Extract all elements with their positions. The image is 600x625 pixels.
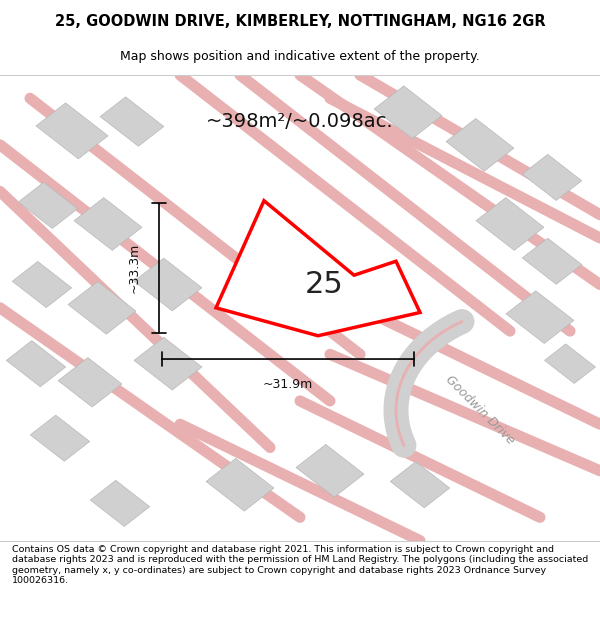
Polygon shape: [545, 344, 595, 384]
Polygon shape: [36, 103, 108, 159]
Text: 25, GOODWIN DRIVE, KIMBERLEY, NOTTINGHAM, NG16 2GR: 25, GOODWIN DRIVE, KIMBERLEY, NOTTINGHAM…: [55, 14, 545, 29]
Polygon shape: [523, 154, 581, 201]
Polygon shape: [391, 462, 449, 508]
Polygon shape: [216, 201, 420, 336]
Polygon shape: [296, 444, 364, 497]
Polygon shape: [7, 341, 65, 387]
Polygon shape: [31, 415, 89, 461]
Polygon shape: [134, 258, 202, 311]
Polygon shape: [476, 198, 544, 251]
Polygon shape: [91, 481, 149, 526]
Text: Goodwin Drive: Goodwin Drive: [443, 373, 517, 448]
Text: Map shows position and indicative extent of the property.: Map shows position and indicative extent…: [120, 50, 480, 62]
Polygon shape: [19, 182, 77, 228]
Polygon shape: [374, 86, 442, 139]
Text: ~31.9m: ~31.9m: [263, 378, 313, 391]
Text: ~33.3m: ~33.3m: [128, 243, 141, 293]
Polygon shape: [506, 291, 574, 344]
Polygon shape: [206, 458, 274, 511]
Polygon shape: [523, 238, 581, 284]
Text: ~398m²/~0.098ac.: ~398m²/~0.098ac.: [206, 112, 394, 131]
Text: Contains OS data © Crown copyright and database right 2021. This information is : Contains OS data © Crown copyright and d…: [12, 545, 588, 585]
Polygon shape: [446, 119, 514, 171]
Polygon shape: [100, 97, 164, 146]
Polygon shape: [134, 338, 202, 390]
Polygon shape: [68, 281, 136, 334]
Polygon shape: [58, 357, 122, 407]
Text: 25: 25: [305, 270, 343, 299]
Polygon shape: [74, 198, 142, 251]
Polygon shape: [13, 261, 71, 308]
